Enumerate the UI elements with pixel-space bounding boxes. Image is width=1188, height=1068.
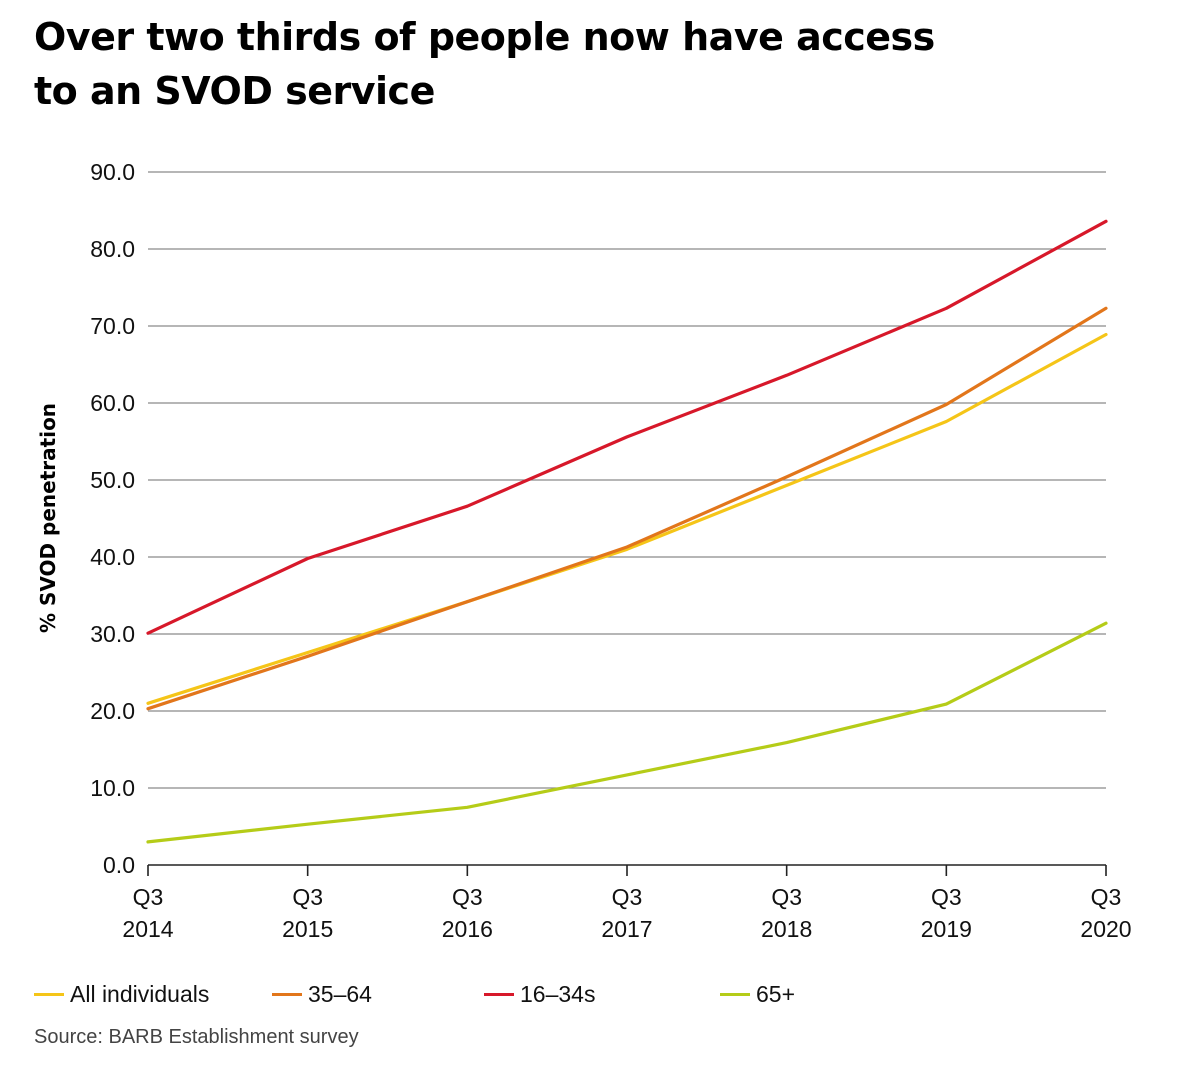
x-tick-label: 2015: [282, 916, 333, 942]
x-tick-label: 2017: [601, 916, 652, 942]
title-line-2: to an SVOD service: [34, 69, 435, 113]
y-tick-label: 20.0: [90, 698, 135, 724]
x-tick-label: Q3: [1091, 884, 1122, 910]
x-tick-label: Q3: [133, 884, 164, 910]
x-tick-label: 2019: [921, 916, 972, 942]
y-tick-label: 60.0: [90, 390, 135, 416]
chart-legend: All individuals 35–64 16–34s 65+: [34, 976, 1154, 1012]
series-line-65-: [146, 621, 1108, 844]
y-tick-label: 90.0: [90, 159, 135, 185]
y-axis-ticks: 0.0 10.0 20.0 30.0 40.0 50.0 60.0 70.0 80.0 90.0: [90, 159, 135, 878]
legend-label: 65+: [756, 980, 796, 1007]
line-chart: 0.010.020.030.040.050.060.070.080.090.0 …: [36, 159, 1132, 942]
series-line-all-individuals: [146, 332, 1108, 705]
legend-item: All individuals: [34, 976, 209, 1012]
x-tick-label: Q3: [771, 884, 802, 910]
x-tick-label: Q3: [292, 884, 323, 910]
source-note: Source: BARB Establishment survey: [34, 1026, 359, 1048]
y-tick-label: 80.0: [90, 236, 135, 262]
x-tick-label: 2020: [1080, 916, 1131, 942]
y-tick-label: 40.0: [90, 544, 135, 570]
legend-swatch: [720, 992, 750, 996]
y-axis-label: % SVOD penetration: [36, 403, 60, 633]
legend-label: 16–34s: [520, 980, 596, 1007]
y-tick-label: 70.0: [90, 313, 135, 339]
series-line-35-64: [146, 306, 1108, 711]
x-axis-ticks: Q3 2014 Q3 2015 Q3 2016 Q3 2017 Q3 2018 Q3 2019 Q3 20…: [122, 865, 1132, 942]
y-tick-label: 30.0: [90, 621, 135, 647]
title-line-1: Over two thirds of people now have acces…: [34, 15, 935, 59]
y-tick-label: 0.0: [103, 852, 135, 878]
legend-item: 35–64: [272, 976, 372, 1012]
series-lines: [146, 219, 1108, 844]
x-tick-label: Q3: [612, 884, 643, 910]
grid-lines: [148, 171, 1106, 866]
legend-item: 65+: [720, 976, 795, 1012]
x-tick-label: Q3: [931, 884, 962, 910]
x-tick-label: 2016: [442, 916, 493, 942]
legend-swatch: [34, 992, 64, 996]
legend-swatch: [272, 992, 302, 996]
x-tick-label: 2014: [122, 916, 173, 942]
series-line-16-34s: [146, 219, 1108, 635]
x-tick-label: Q3: [452, 884, 483, 910]
y-tick-label: 10.0: [90, 775, 135, 801]
legend-label: 35–64: [308, 980, 372, 1007]
y-tick-label: 50.0: [90, 467, 135, 493]
legend-label: All individuals: [70, 980, 210, 1007]
chart-title: Over two thirds of people now have acces…: [34, 10, 1154, 118]
x-tick-label: 2018: [761, 916, 812, 942]
legend-swatch: [484, 992, 514, 996]
legend-item: 16–34s: [484, 976, 595, 1012]
